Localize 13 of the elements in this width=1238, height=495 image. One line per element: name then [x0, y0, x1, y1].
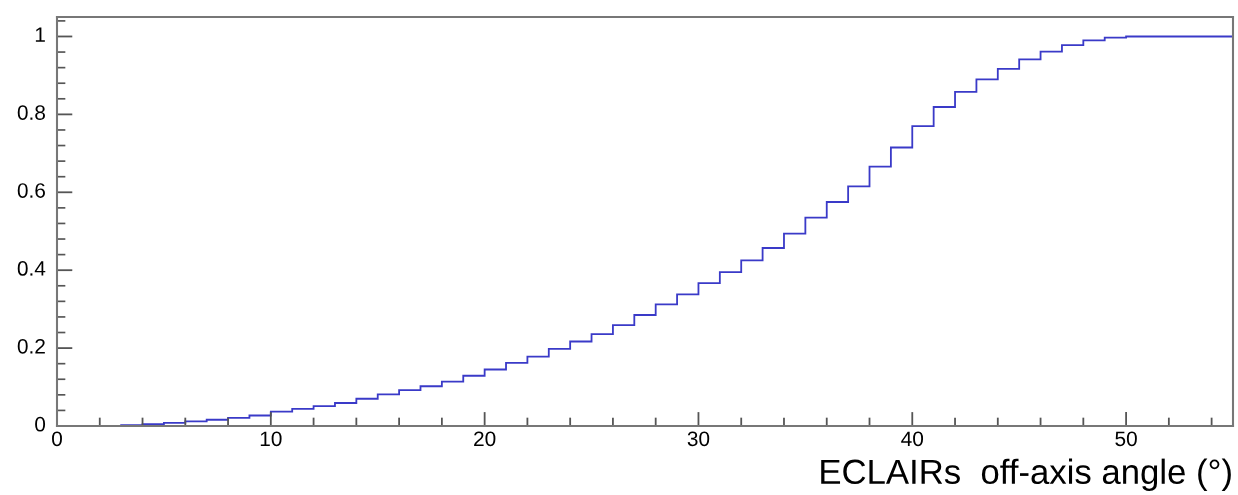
y-tick-label: 0.2 — [17, 338, 45, 354]
x-tick-label: 20 — [474, 431, 496, 447]
y-tick-label: 0 — [35, 416, 46, 432]
x-axis-title: ECLAIRs off-axis angle (°) — [821, 458, 1231, 491]
y-tick-label: 1 — [35, 27, 45, 42]
x-tick-label: 50 — [1115, 431, 1137, 447]
y-tick-label: 0.6 — [17, 183, 45, 198]
y-tick-label: 0.8 — [17, 105, 45, 120]
x-tick-label: 40 — [901, 431, 924, 447]
x-tick-label: 10 — [260, 431, 282, 447]
y-tick-label: 0.4 — [17, 261, 46, 276]
x-tick-label: 0 — [52, 431, 62, 447]
x-tick-label: 30 — [687, 431, 710, 447]
